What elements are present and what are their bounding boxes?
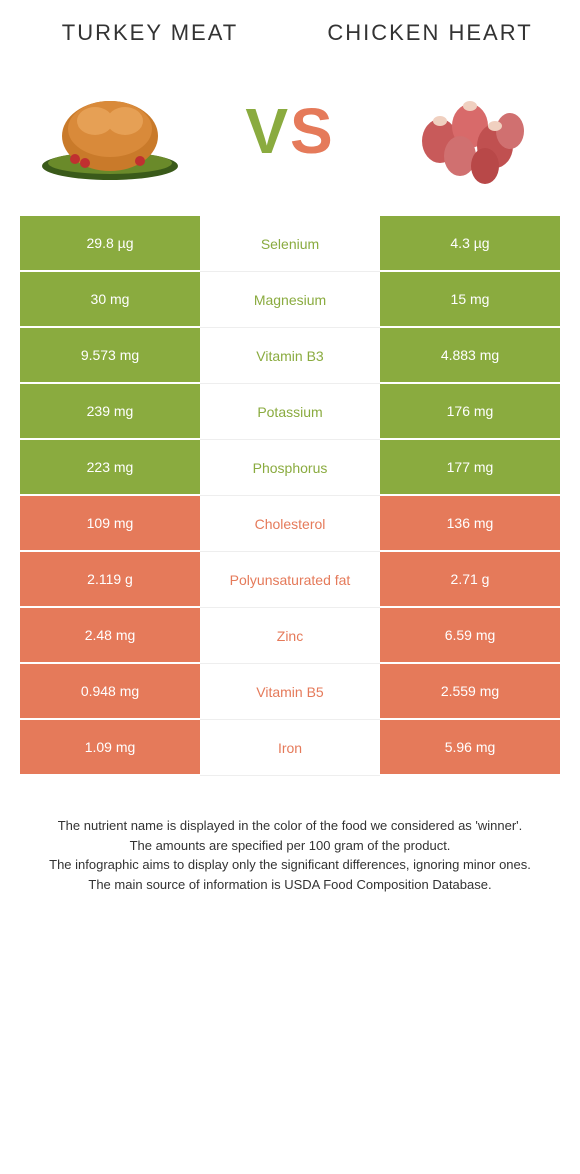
nutrient-name: Zinc xyxy=(200,608,380,664)
vs-s: S xyxy=(290,95,335,167)
table-row: 109 mgCholesterol136 mg xyxy=(20,496,560,552)
right-value: 136 mg xyxy=(380,496,560,552)
table-row: 30 mgMagnesium15 mg xyxy=(20,272,560,328)
left-value: 9.573 mg xyxy=(20,328,200,384)
table-row: 9.573 mgVitamin B34.883 mg xyxy=(20,328,560,384)
left-value: 223 mg xyxy=(20,440,200,496)
left-food-title: TURKEY MEAT xyxy=(40,20,260,46)
nutrient-name: Potassium xyxy=(200,384,380,440)
right-food-title: CHICKEN HEART xyxy=(320,20,540,46)
left-value: 2.48 mg xyxy=(20,608,200,664)
table-row: 223 mgPhosphorus177 mg xyxy=(20,440,560,496)
right-value: 176 mg xyxy=(380,384,560,440)
left-value: 1.09 mg xyxy=(20,720,200,776)
right-value: 4.883 mg xyxy=(380,328,560,384)
vs-label: VS xyxy=(245,94,334,168)
right-value: 4.3 µg xyxy=(380,216,560,272)
table-row: 1.09 mgIron5.96 mg xyxy=(20,720,560,776)
right-value: 5.96 mg xyxy=(380,720,560,776)
left-value: 0.948 mg xyxy=(20,664,200,720)
left-value: 29.8 µg xyxy=(20,216,200,272)
left-value: 2.119 g xyxy=(20,552,200,608)
right-value: 15 mg xyxy=(380,272,560,328)
nutrient-name: Selenium xyxy=(200,216,380,272)
nutrient-name: Iron xyxy=(200,720,380,776)
right-value: 2.71 g xyxy=(380,552,560,608)
footer-line-2: The amounts are specified per 100 gram o… xyxy=(30,836,550,856)
header: TURKEY MEAT CHICKEN HEART xyxy=(10,20,570,61)
left-value: 239 mg xyxy=(20,384,200,440)
turkey-image xyxy=(30,71,190,191)
nutrient-name: Vitamin B3 xyxy=(200,328,380,384)
left-value: 30 mg xyxy=(20,272,200,328)
footer-notes: The nutrient name is displayed in the co… xyxy=(30,816,550,894)
table-row: 239 mgPotassium176 mg xyxy=(20,384,560,440)
right-value: 6.59 mg xyxy=(380,608,560,664)
right-value: 177 mg xyxy=(380,440,560,496)
nutrient-name: Magnesium xyxy=(200,272,380,328)
table-row: 2.48 mgZinc6.59 mg xyxy=(20,608,560,664)
nutrient-name: Phosphorus xyxy=(200,440,380,496)
images-row: VS xyxy=(10,61,570,216)
footer-line-1: The nutrient name is displayed in the co… xyxy=(30,816,550,836)
table-row: 0.948 mgVitamin B52.559 mg xyxy=(20,664,560,720)
nutrient-name: Vitamin B5 xyxy=(200,664,380,720)
chicken-heart-image xyxy=(390,71,550,191)
table-row: 29.8 µgSelenium4.3 µg xyxy=(20,216,560,272)
comparison-table: 29.8 µgSelenium4.3 µg30 mgMagnesium15 mg… xyxy=(20,216,560,776)
left-value: 109 mg xyxy=(20,496,200,552)
table-row: 2.119 gPolyunsaturated fat2.71 g xyxy=(20,552,560,608)
right-value: 2.559 mg xyxy=(380,664,560,720)
nutrient-name: Polyunsaturated fat xyxy=(200,552,380,608)
vs-v: V xyxy=(245,95,290,167)
nutrient-name: Cholesterol xyxy=(200,496,380,552)
footer-line-4: The main source of information is USDA F… xyxy=(30,875,550,895)
footer-line-3: The infographic aims to display only the… xyxy=(30,855,550,875)
